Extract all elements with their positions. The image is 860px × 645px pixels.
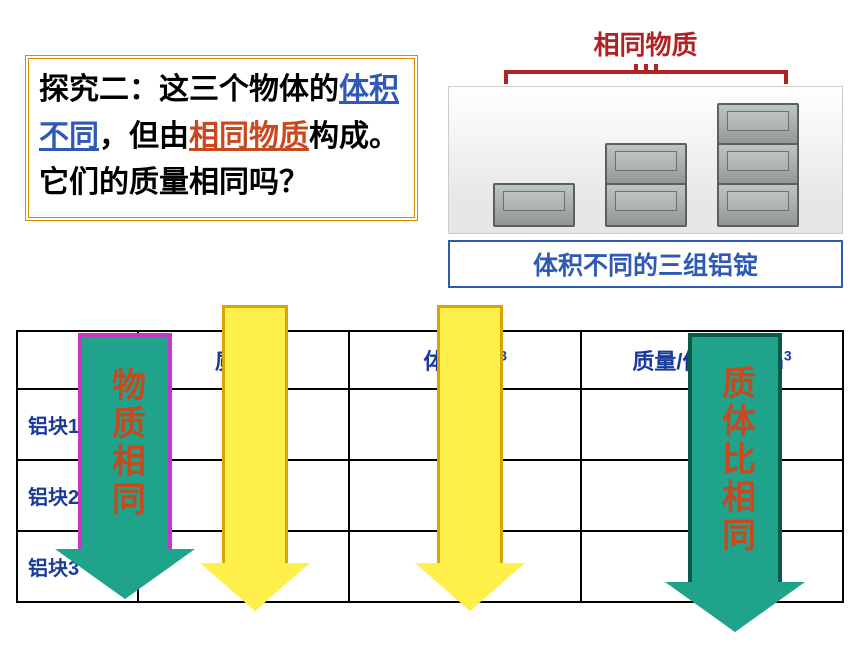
ingot [493, 183, 575, 227]
table-header-blank [17, 331, 138, 389]
question-part1: 这三个物体的 [159, 73, 339, 106]
question-colon: ： [129, 73, 159, 106]
cell-volume: 19.4 [349, 460, 581, 531]
ingot [605, 183, 687, 227]
right-panel: 相同物质 体积不同的三组铝锭 [448, 25, 843, 288]
table-header-volume: 体积cm3 [349, 331, 581, 389]
same-material: 相同物质 [189, 120, 309, 153]
bracket-icon [496, 64, 796, 86]
cell-volume: 9.7 [349, 389, 581, 460]
table-row: 铝块3 78.6 29.1 2.7 [17, 531, 843, 602]
ingot-stack-3 [717, 107, 799, 227]
ingot [717, 143, 799, 187]
top-row: 探究二：这三个物体的体积不同，但由相同物质构成。它们的质量相同吗？ 相同物质 体… [0, 0, 860, 288]
row-label: 铝块3 [17, 531, 138, 602]
ingot-area [448, 86, 843, 234]
cell-volume: 29.1 [349, 531, 581, 602]
table-header-row: 质量g 体积cm3 质量/体积g/ cm3 [17, 331, 843, 389]
row-label: 铝块2 [17, 460, 138, 531]
ingot [717, 103, 799, 147]
cell-mass: 52.4 [138, 460, 350, 531]
question-title: 探究二 [39, 73, 129, 106]
ingot-stack-1 [493, 187, 575, 227]
ingot [605, 143, 687, 187]
ingot-caption: 体积不同的三组铝锭 [448, 240, 843, 288]
row-label: 铝块1 [17, 389, 138, 460]
table-row: 铝块2 52.4 19.4 2.7 [17, 460, 843, 531]
data-table: 质量g 体积cm3 质量/体积g/ cm3 铝块1 26.2 9.7 2.7 铝… [16, 330, 844, 603]
table-header-ratio: 质量/体积g/ cm3 [581, 331, 843, 389]
table-header-mass: 质量g [138, 331, 350, 389]
cell-ratio: 2.7 [581, 460, 843, 531]
cell-mass: 26.2 [138, 389, 350, 460]
same-substance-label: 相同物质 [448, 25, 843, 62]
table-row: 铝块1 26.2 9.7 2.7 [17, 389, 843, 460]
question-part2: ，但由 [99, 120, 189, 153]
ingot-stack-2 [605, 147, 687, 227]
cell-ratio: 2.7 [581, 531, 843, 602]
question-box: 探究二：这三个物体的体积不同，但由相同物质构成。它们的质量相同吗？ [25, 55, 418, 221]
data-table-wrap: 质量g 体积cm3 质量/体积g/ cm3 铝块1 26.2 9.7 2.7 铝… [16, 330, 844, 603]
cell-ratio: 2.7 [581, 389, 843, 460]
cell-mass: 78.6 [138, 531, 350, 602]
ingot [717, 183, 799, 227]
